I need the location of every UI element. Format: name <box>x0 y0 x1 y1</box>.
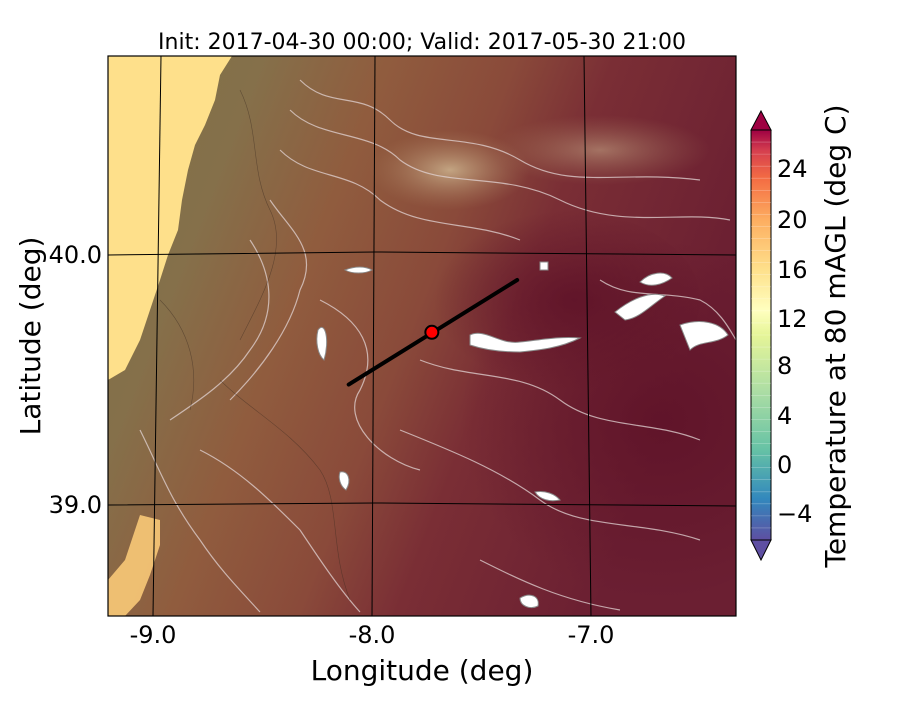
colorbar-tick-label: −4 <box>777 500 812 528</box>
fine-contours <box>159 89 351 601</box>
colorbar-tick-label: 0 <box>777 451 792 479</box>
y-tick-label: 40.0 <box>49 241 102 269</box>
y-axis-label: Latitude (deg) <box>14 237 47 436</box>
graticule <box>108 56 736 616</box>
x-tick-label: -7.0 <box>568 621 615 649</box>
map-panel <box>108 56 736 616</box>
map-frame <box>107 55 737 617</box>
colorbar-tick-label: 8 <box>777 352 792 380</box>
colorbar-tick-label: 16 <box>777 256 808 284</box>
mountain-region <box>490 115 710 185</box>
colorbar-tick-label: 4 <box>777 402 792 430</box>
colorbar: 24 20 16 12 8 4 0 −4 Temperature at 80 m… <box>750 104 852 569</box>
colorbar-extend-top <box>750 109 772 131</box>
y-axis: 40.0 39.0 Latitude (deg) <box>14 237 102 519</box>
y-tick-label: 39.0 <box>49 491 102 519</box>
colorbar-bands <box>751 141 771 529</box>
x-axis-label: Longitude (deg) <box>311 654 534 687</box>
colorbar-tick-label: 24 <box>777 155 808 183</box>
map-title: Init: 2017-04-30 00:00; Valid: 2017-05-3… <box>158 30 686 55</box>
location-marker <box>424 324 440 340</box>
colorbar-tick-label: 20 <box>777 206 808 234</box>
ocean-region <box>108 56 232 380</box>
ocean-region <box>108 515 160 616</box>
topography-contours <box>139 79 736 613</box>
x-tick-label: -9.0 <box>130 621 177 649</box>
x-axis: -9.0 -8.0 -7.0 Longitude (deg) <box>130 621 615 687</box>
colorbar-extend-bottom <box>750 539 772 562</box>
reservoirs <box>316 261 729 609</box>
colorbar-label: Temperature at 80 mAGL (deg C) <box>819 104 852 568</box>
colorbar-tick-label: 12 <box>777 305 808 333</box>
x-tick-label: -8.0 <box>349 621 396 649</box>
